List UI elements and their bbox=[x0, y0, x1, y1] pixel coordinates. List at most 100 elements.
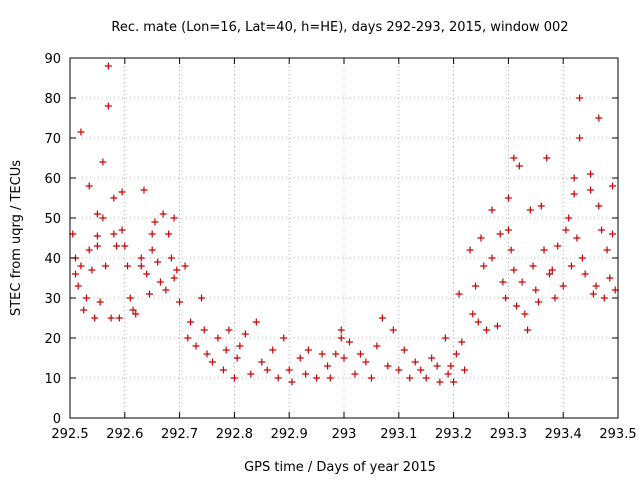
data-point bbox=[340, 354, 348, 362]
y-tick-label: 50 bbox=[44, 212, 61, 227]
y-tick-label: 80 bbox=[44, 92, 61, 107]
data-point bbox=[151, 218, 159, 226]
data-point bbox=[493, 322, 501, 330]
data-point bbox=[598, 226, 606, 234]
data-point bbox=[332, 350, 340, 358]
data-point bbox=[104, 102, 112, 110]
data-point bbox=[288, 378, 296, 386]
data-point bbox=[118, 188, 126, 196]
data-point bbox=[324, 362, 332, 370]
data-point bbox=[154, 258, 162, 266]
x-tick-label: 292.8 bbox=[216, 427, 253, 442]
y-tick-label: 0 bbox=[53, 412, 61, 427]
data-point bbox=[337, 326, 345, 334]
data-point bbox=[118, 226, 126, 234]
data-point bbox=[304, 346, 312, 354]
data-point bbox=[469, 310, 477, 318]
data-point bbox=[156, 278, 164, 286]
data-point bbox=[573, 234, 581, 242]
data-point bbox=[592, 282, 600, 290]
x-tick-label: 293.3 bbox=[490, 427, 527, 442]
data-point bbox=[121, 242, 129, 250]
data-point bbox=[452, 350, 460, 358]
data-point bbox=[214, 334, 222, 342]
x-tick-label: 293.5 bbox=[599, 427, 636, 442]
data-point bbox=[576, 94, 584, 102]
data-point bbox=[137, 254, 145, 262]
data-point bbox=[140, 186, 148, 194]
data-point bbox=[488, 206, 496, 214]
data-point bbox=[565, 214, 573, 222]
data-point bbox=[80, 306, 88, 314]
data-point bbox=[241, 330, 249, 338]
data-point bbox=[428, 354, 436, 362]
data-point bbox=[526, 206, 534, 214]
y-tick-label: 60 bbox=[44, 172, 61, 187]
data-point bbox=[518, 278, 526, 286]
data-point bbox=[362, 358, 370, 366]
y-tick-label: 30 bbox=[44, 292, 61, 307]
data-point bbox=[137, 262, 145, 270]
data-point bbox=[318, 350, 326, 358]
data-point bbox=[458, 338, 466, 346]
data-point bbox=[472, 282, 480, 290]
data-point bbox=[263, 366, 271, 374]
data-point bbox=[444, 370, 452, 378]
data-point bbox=[559, 282, 567, 290]
chart-title: Rec. mate (Lon=16, Lat=40, h=HE), days 2… bbox=[111, 20, 568, 35]
data-point bbox=[482, 326, 490, 334]
data-point bbox=[236, 342, 244, 350]
data-point bbox=[71, 270, 79, 278]
data-point bbox=[477, 234, 485, 242]
data-point bbox=[200, 326, 208, 334]
data-point bbox=[609, 230, 617, 238]
data-point bbox=[587, 186, 595, 194]
data-point bbox=[474, 318, 482, 326]
data-point bbox=[537, 202, 545, 210]
x-axis-ticks: 292.5 292.6 292.7 292.8 292.9 293 293.1 293.2 29… bbox=[51, 58, 637, 442]
data-point bbox=[455, 290, 463, 298]
data-point bbox=[337, 334, 345, 342]
x-tick-label: 292.7 bbox=[161, 427, 198, 442]
x-tick-label: 293.2 bbox=[435, 427, 472, 442]
data-point bbox=[546, 270, 553, 278]
data-point bbox=[326, 374, 334, 382]
data-point bbox=[280, 334, 288, 342]
data-point bbox=[606, 274, 614, 282]
data-point bbox=[162, 286, 170, 294]
data-point bbox=[203, 350, 211, 358]
data-point bbox=[107, 314, 115, 322]
data-point bbox=[88, 266, 96, 274]
data-point bbox=[532, 286, 540, 294]
data-point bbox=[115, 314, 123, 322]
data-point bbox=[230, 374, 238, 382]
data-point bbox=[176, 298, 184, 306]
data-point bbox=[562, 226, 570, 234]
y-tick-label: 20 bbox=[44, 332, 61, 347]
data-point bbox=[222, 346, 230, 354]
data-point bbox=[540, 246, 548, 254]
data-point bbox=[198, 294, 206, 302]
data-point bbox=[480, 262, 488, 270]
data-point bbox=[502, 294, 510, 302]
data-point bbox=[389, 326, 397, 334]
data-point bbox=[113, 242, 121, 250]
x-tick-label: 293.1 bbox=[380, 427, 417, 442]
data-point bbox=[247, 370, 255, 378]
data-point bbox=[515, 162, 523, 170]
data-point bbox=[93, 210, 101, 218]
data-point bbox=[507, 246, 515, 254]
data-point bbox=[499, 278, 507, 286]
grid-lines bbox=[70, 58, 618, 418]
data-point bbox=[436, 378, 444, 386]
data-point bbox=[609, 182, 617, 190]
data-point bbox=[82, 294, 90, 302]
y-tick-label: 90 bbox=[44, 52, 61, 67]
data-points bbox=[69, 62, 619, 386]
data-point bbox=[603, 246, 611, 254]
data-point bbox=[513, 302, 521, 310]
data-point bbox=[104, 62, 112, 70]
x-tick-label: 292.9 bbox=[271, 427, 308, 442]
data-point bbox=[356, 350, 364, 358]
data-point bbox=[165, 230, 173, 238]
